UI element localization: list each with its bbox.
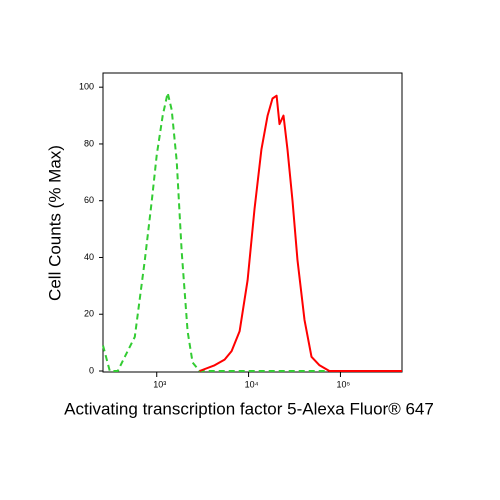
y-tick-label: 80 <box>84 138 94 148</box>
x-tick-label: 10⁵ <box>337 379 351 389</box>
y-tick-label: 20 <box>84 309 94 319</box>
y-tick-label: 40 <box>84 252 94 262</box>
histogram-line <box>102 91 402 372</box>
x-tick-label: 10³ <box>153 379 166 389</box>
x-axis-label: Activating transcription factor 5-Alexa … <box>64 399 434 418</box>
y-tick-label: 60 <box>84 195 94 205</box>
y-tick-label: 100 <box>79 82 94 92</box>
histogram-line <box>199 94 402 372</box>
x-tick-label: 10⁴ <box>245 379 259 389</box>
y-axis-label: Cell Counts (% Max) <box>45 145 64 301</box>
y-tick-label: 0 <box>89 365 94 375</box>
